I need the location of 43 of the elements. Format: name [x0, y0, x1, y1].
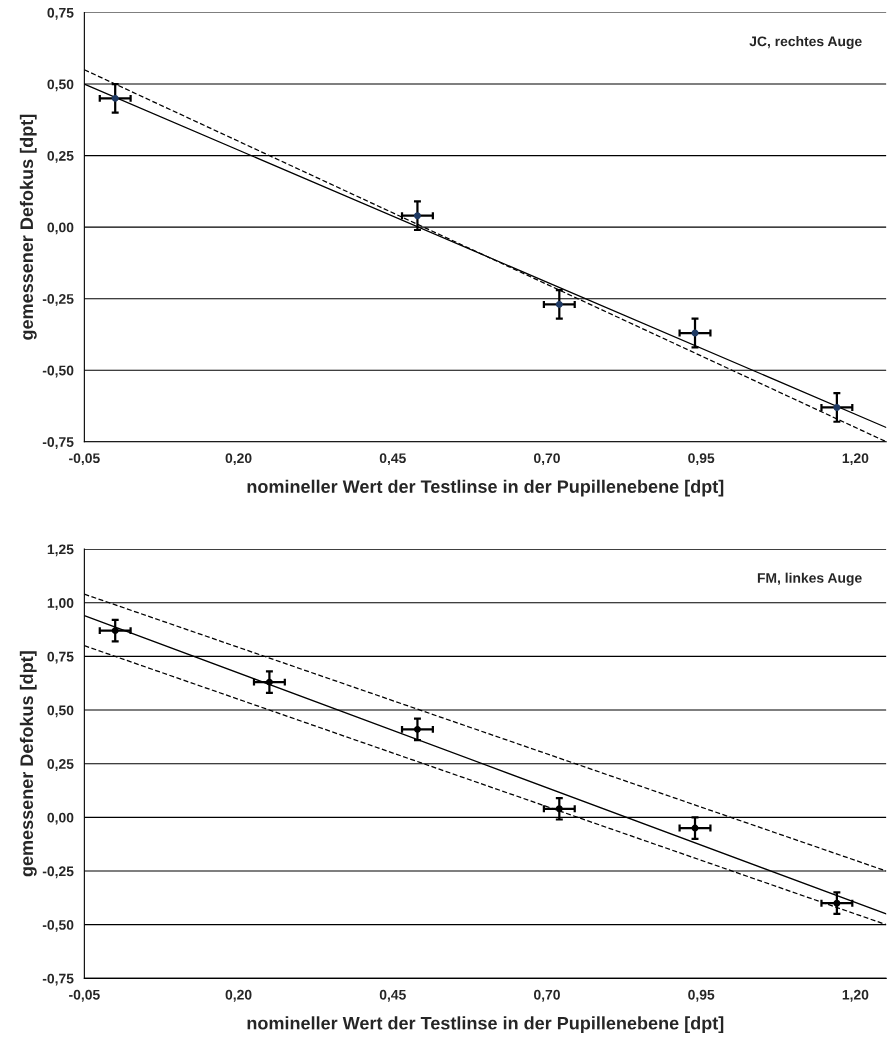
x-tick-label: 0,70 — [534, 453, 560, 466]
x-tick-label: 0,45 — [379, 453, 406, 466]
x-axis-title: nomineller Wert der Testlinse in der Pupillenebene [dpt] — [247, 479, 724, 497]
point — [413, 212, 421, 220]
x-tick-label: -0,05 — [69, 989, 100, 1002]
x-axis-title: nomineller Wert der Testlinse in der Pupillenebene [dpt] — [247, 1016, 724, 1034]
y-tick-label: -0,75 — [42, 437, 74, 449]
y-tick-label: 0,00 — [47, 222, 74, 235]
point — [413, 725, 421, 733]
x-tick-label: 0,20 — [225, 453, 252, 466]
point — [833, 899, 841, 907]
y-axis-title: gemessener Defokus [dpt] — [19, 651, 37, 877]
y-tick-label: 0,50 — [47, 705, 74, 718]
x-tick-label: 1,20 — [842, 453, 869, 466]
y-tick-label: 1,00 — [47, 598, 74, 610]
x-tick-label: 0,20 — [225, 989, 252, 1002]
point — [555, 300, 563, 308]
x-tick-label: 0,95 — [688, 453, 715, 466]
x-tick-label: 1,20 — [842, 989, 869, 1002]
y-tick-label: -0,50 — [42, 920, 74, 932]
annotation: FM, linkes Auge — [757, 572, 862, 586]
point — [111, 627, 119, 635]
y-tick-label: 1,25 — [47, 544, 74, 557]
point — [265, 678, 273, 686]
y-tick-label: -0,75 — [42, 973, 74, 986]
point — [111, 94, 119, 102]
y-axis-title: gemessener Defokus [dpt] — [19, 114, 37, 340]
y-tick-label: 0,25 — [47, 150, 74, 163]
x-tick-label: -0,05 — [69, 453, 100, 466]
y-tick-label: 0,50 — [47, 79, 74, 92]
y-tick-label: -0,50 — [42, 365, 74, 378]
x-tick-label: 0,70 — [534, 989, 560, 1002]
x-tick-label: 0,45 — [379, 989, 406, 1002]
point — [833, 403, 841, 411]
y-tick-label: 0,75 — [47, 651, 74, 664]
point — [555, 805, 563, 813]
y-tick-label: 0,00 — [47, 812, 74, 825]
x-tick-label: 0,95 — [688, 989, 715, 1002]
y-tick-label: -0,25 — [42, 866, 74, 879]
y-tick-label: 0,75 — [47, 7, 74, 20]
y-tick-label: -0,25 — [42, 294, 74, 306]
annotation: JC, rechtes Auge — [749, 36, 862, 50]
y-tick-label: 0,25 — [47, 759, 74, 771]
